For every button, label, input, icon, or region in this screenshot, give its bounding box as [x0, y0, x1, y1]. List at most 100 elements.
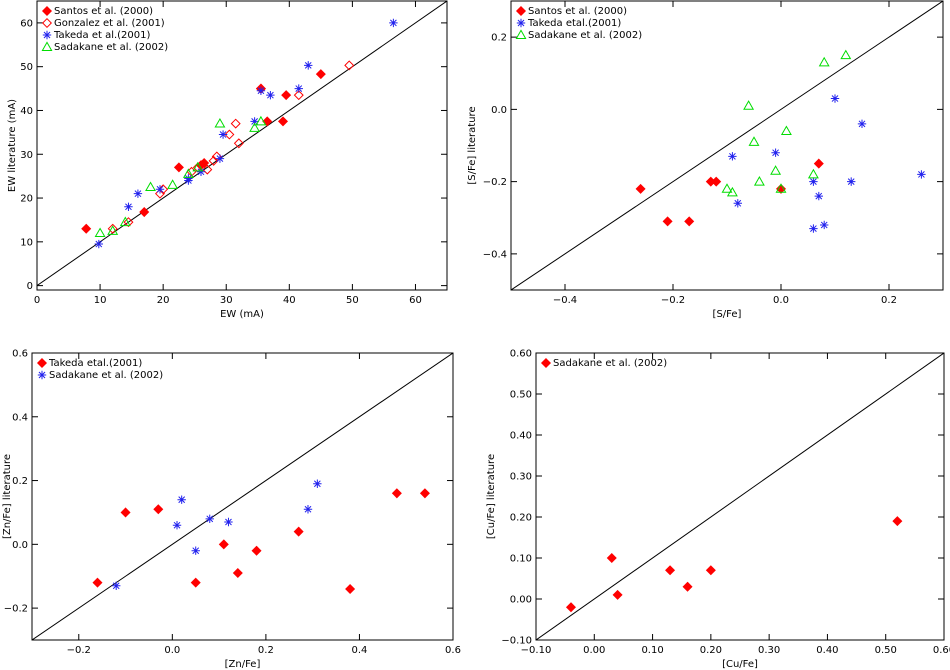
y-tick-label: 50 [20, 62, 33, 73]
y-tick-label: 10 [20, 237, 33, 248]
data-point [847, 177, 856, 186]
data-point [190, 577, 201, 588]
data-point [81, 223, 92, 234]
legend-label: Santos et al. (2000) [528, 6, 627, 17]
y-tick-label: 0.40 [510, 431, 532, 442]
x-axis-label: [Zn/Fe] [225, 659, 261, 670]
data-point [255, 115, 267, 126]
data-point [94, 227, 106, 238]
data-point [232, 568, 243, 579]
data-point [662, 216, 673, 227]
one-to-one-line [511, 1, 943, 290]
series-points [635, 158, 824, 227]
x-tick-label: −0.10 [521, 645, 552, 656]
data-point [139, 207, 150, 218]
data-point [124, 202, 133, 212]
data-point [224, 129, 235, 140]
data-point [182, 168, 194, 178]
data-point [813, 158, 824, 169]
data-point [250, 117, 259, 126]
legend-label: Santos et al. (2000) [54, 6, 153, 17]
data-point [775, 183, 787, 193]
x-tick-label: 50 [346, 295, 359, 306]
legend-label: Sadakane et al. (2002) [553, 358, 667, 369]
data-point [184, 174, 193, 183]
legend-label: Takeda etal.(2001) [527, 18, 621, 29]
data-point [94, 239, 104, 249]
x-tick-label: 40 [283, 295, 296, 306]
y-tick-label: −0.2 [4, 604, 28, 615]
legend-label: Takeda et al.(2001) [53, 30, 151, 41]
data-point [391, 488, 402, 499]
x-axis-label: EW (mA) [220, 309, 264, 320]
data-point [780, 125, 792, 135]
data-point [167, 179, 179, 189]
y-tick-label: 0.60 [510, 349, 532, 360]
x-tick-label: 0.6 [445, 645, 461, 656]
y-tick-label: 40 [20, 106, 33, 117]
data-point [814, 191, 823, 201]
x-tick-label: 0 [34, 295, 40, 306]
data-point [726, 186, 738, 197]
y-tick-label: 0.0 [491, 105, 507, 116]
legend-marker [516, 18, 526, 28]
data-point [705, 565, 716, 576]
data-point [92, 577, 103, 588]
data-point [728, 152, 737, 161]
series-points [728, 94, 926, 233]
y-tick-label: 0.4 [12, 412, 28, 423]
data-point [345, 583, 356, 594]
x-tick-label: 20 [157, 295, 170, 306]
plot-frame [31, 352, 454, 641]
series-points [112, 479, 322, 590]
data-point [224, 517, 233, 527]
data-point [818, 56, 830, 67]
legend-label: Takeda etal.(2001) [48, 358, 142, 369]
data-point [177, 495, 186, 504]
data-point [218, 539, 229, 550]
data-point [743, 100, 755, 110]
plot-frame [510, 0, 944, 291]
x-tick-label: 0.0 [164, 645, 180, 656]
x-tick-label: 0.0 [773, 295, 789, 306]
panel-znfe: −0.2 0.0 0.2 0.4 0.6 −0.2 0.0 0.2 0.4 0.6 [Zn/Fe] [… [2, 349, 461, 670]
data-point [191, 546, 200, 555]
data-point [770, 165, 782, 175]
x-tick-label: 0.30 [758, 645, 780, 656]
data-point [256, 86, 266, 95]
data-point [684, 216, 695, 227]
data-point [809, 177, 818, 186]
y-tick-label: −0.4 [483, 249, 507, 260]
y-axis-label: EW literature (mA) [7, 99, 18, 192]
legend-label: Sadakane et al. (2002) [49, 370, 163, 381]
data-point [419, 488, 430, 499]
x-tick-label: 0.20 [700, 645, 722, 656]
plot-frame [535, 352, 945, 641]
legend-marker [540, 357, 552, 369]
y-tick-label: 0.30 [510, 472, 532, 483]
data-point [107, 225, 119, 235]
data-point [277, 116, 289, 127]
y-tick-label: 0.2 [12, 476, 28, 487]
x-tick-label: 0.50 [875, 645, 897, 656]
data-point [635, 183, 646, 194]
data-point [202, 164, 213, 175]
y-tick-label: 60 [20, 18, 33, 29]
data-point [293, 90, 304, 101]
data-point [173, 162, 184, 173]
data-point [145, 181, 157, 192]
legend-marker [41, 41, 53, 51]
data-point [711, 176, 722, 187]
data-point [857, 119, 867, 129]
legend-marker [37, 370, 47, 380]
y-axis-label: [S/Fe] literature [467, 106, 478, 184]
data-point [809, 224, 818, 233]
legend-marker [41, 17, 53, 29]
data-point [281, 90, 292, 101]
series-points [94, 115, 267, 238]
data-point [205, 514, 214, 524]
data-point [721, 183, 733, 193]
data-point [251, 545, 262, 556]
one-to-one-line [536, 353, 944, 640]
